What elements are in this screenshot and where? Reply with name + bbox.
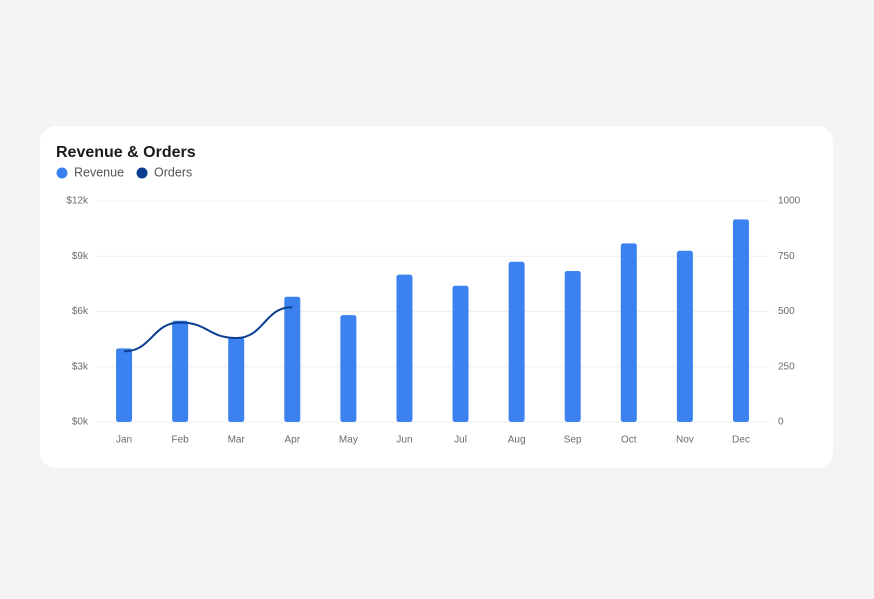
x-tick-label: Jul [454,435,467,446]
legend-label: Orders [154,165,192,179]
legend-swatch [56,167,68,179]
x-tick-label: Aug [508,435,526,446]
bar [172,320,189,422]
y-tick-label: $0k [72,417,89,428]
x-tick-label: Nov [676,435,694,446]
bar [396,274,413,422]
bar [508,261,525,422]
x-tick-label: Mar [228,435,246,446]
line [124,306,293,353]
bar [284,296,301,422]
y-tick-label: $12k [66,196,89,207]
y-tick-label: $6k [72,306,89,317]
x-tick-label: Dec [732,435,750,446]
bar [228,337,245,422]
bar [732,219,749,422]
bar [116,348,133,422]
bar [564,270,581,422]
x-tick-label: Sep [564,435,582,446]
legend-swatch [136,167,148,179]
y-tick-label: $3k [72,361,89,372]
x-tick-label: Jun [396,435,412,446]
y-tick-label: $9k [72,251,89,262]
bar [676,250,693,422]
x-tick-label: May [339,435,358,446]
y2-tick-label: 1000 [778,196,801,207]
bar [452,285,469,422]
x-tick-label: Apr [285,435,301,446]
bar [620,243,637,422]
x-tick-label: Jan [116,435,132,446]
bar [340,315,357,422]
legend-label: Revenue [74,165,124,179]
y2-tick-label: 750 [778,251,795,262]
x-tick-label: Feb [172,435,190,446]
y2-tick-label: 500 [778,306,795,317]
y2-tick-label: 0 [778,417,784,428]
chart-title: Revenue & Orders [56,144,196,161]
y2-tick-label: 250 [778,361,795,372]
x-tick-label: Oct [621,435,637,446]
